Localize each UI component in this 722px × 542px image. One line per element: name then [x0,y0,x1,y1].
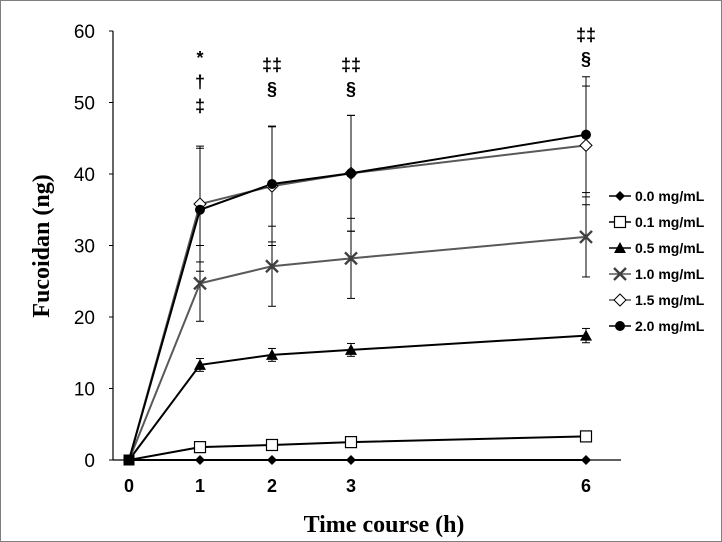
legend-label: 0.0 mg/mL [635,188,705,204]
data-point [580,329,592,341]
data-point [265,438,279,452]
data-point [195,204,205,215]
data-point-stroke [579,230,593,244]
data-point-stroke [265,259,279,274]
annotation-label: § [267,79,277,99]
legend-marker [613,293,627,307]
annotation-label: ‡‡ [341,55,361,75]
series-line-3 [128,235,587,461]
data-point [581,129,591,140]
x-tick-label: 6 [581,476,591,496]
data-point [346,168,356,179]
y-tick-label: 40 [74,165,95,186]
data-point [581,455,591,465]
y-tick-label: 10 [74,380,95,401]
legend-marker [613,267,627,281]
x-tick-label: 1 [195,476,205,496]
significance-annotations: *†‡‡‡§‡‡§‡‡§ [195,25,596,116]
annotation-label: § [346,79,356,99]
data-point [579,430,593,443]
error-bars [196,76,590,372]
legend-marker [615,191,625,201]
legend-label: 1.5 mg/mL [635,292,705,308]
series-lines [128,133,587,461]
axes: 0 10 20 30 40 50 60 0 1 2 3 6 [74,22,621,496]
data-point [346,455,356,465]
legend: 0.0 mg/mL 0.1 mg/mL 0.5 mg/mL 1.0 mg/mL 1.5 … [609,188,705,334]
data-point [266,348,278,360]
y-tick-label: 50 [74,94,95,115]
y-tick-label: 60 [74,22,95,43]
data-point [194,358,206,370]
data-point [345,343,357,355]
annotation-label: * [196,48,203,68]
annotation-label: † [195,72,205,92]
data-point [193,276,207,291]
legend-marker [615,321,625,331]
legend-label: 0.5 mg/mL [635,240,705,256]
annotation-label: ‡‡ [262,55,282,75]
x-tick-label: 2 [267,476,277,496]
legend-marker-stroke [613,267,627,281]
annotation-label: ‡‡ [576,25,596,45]
legend-marker [613,215,627,229]
legend-label: 2.0 mg/mL [635,318,705,334]
data-point [579,230,593,244]
x-tick-label: 3 [346,476,356,496]
data-point [267,455,277,465]
series-line-4 [128,144,587,461]
y-tick-label: 20 [74,308,95,329]
data-point-origin [123,454,135,466]
legend-label: 0.1 mg/mL [635,214,705,230]
legend-marker [614,242,626,253]
x-axis-title: Time course (h) [304,512,465,538]
annotation-label: § [581,49,591,69]
y-tick-label: 30 [74,237,95,258]
data-point [579,138,593,153]
y-axis-title: Fucoidan (ng) [29,174,55,317]
data-point [195,455,205,465]
data-point-stroke [193,276,207,291]
legend-label: 1.0 mg/mL [635,266,705,282]
annotation-label: ‡ [195,96,205,116]
data-point [267,179,277,190]
x-tick-label: 0 [124,476,134,496]
data-point [193,441,207,454]
data-point [265,259,279,274]
series-markers [123,129,593,466]
data-point-stroke [344,251,358,266]
series-line-5 [128,133,587,461]
data-point [344,251,358,266]
data-point [344,436,358,449]
y-tick-label: 0 [84,451,95,472]
